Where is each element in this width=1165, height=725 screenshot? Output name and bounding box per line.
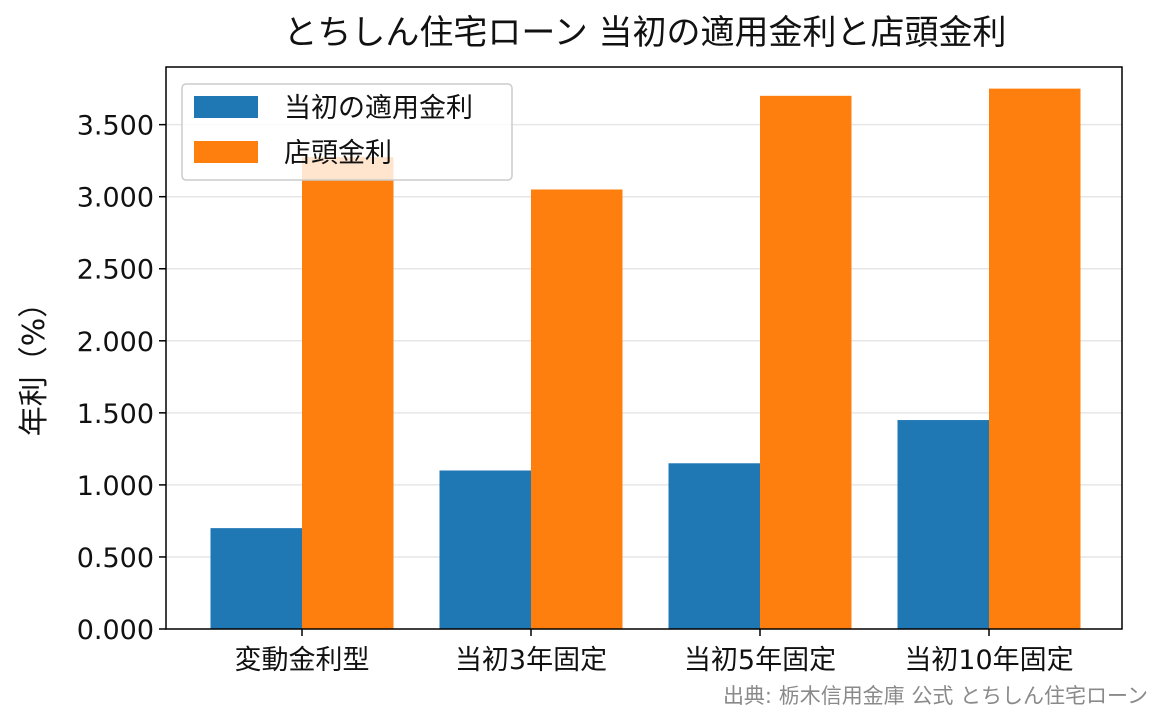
x-tick-label: 変動金利型 <box>235 645 370 676</box>
legend-swatch-initial-rate <box>194 96 258 118</box>
y-tick-label: 2.000 <box>77 327 154 358</box>
bar-standard-rate-0 <box>302 157 394 630</box>
legend-label-initial-rate: 当初の適用金利 <box>284 93 473 124</box>
bar-standard-rate-3 <box>989 88 1081 630</box>
bar-initial-rate-2 <box>668 463 760 629</box>
y-tick-label: 3.500 <box>77 111 154 142</box>
chart-title: とちしん住宅ローン 当初の適用金利と店頭金利 <box>283 13 1006 53</box>
plot-frame <box>165 66 1123 630</box>
x-tick-label: 当初5年固定 <box>684 645 836 676</box>
legend-swatch-standard-rate <box>194 141 258 163</box>
bars <box>210 88 1081 630</box>
y-axis-label: 年利（%） <box>17 288 52 437</box>
bar-standard-rate-2 <box>760 95 852 630</box>
legend: 当初の適用金利 店頭金利 <box>181 83 513 181</box>
bar-initial-rate-3 <box>897 420 989 629</box>
y-tick-label: 1.000 <box>77 471 154 502</box>
x-axis-ticks: 変動金利型 当初3年固定 当初5年固定 当初10年固定 <box>235 629 1074 676</box>
legend-label-standard-rate: 店頭金利 <box>284 138 392 169</box>
bar-standard-rate-1 <box>531 189 623 629</box>
y-axis-ticks: 0.000 0.500 1.000 1.500 2.000 2.500 3.000 3.500 <box>77 111 166 646</box>
x-tick-label: 当初3年固定 <box>455 645 607 676</box>
y-tick-label: 0.500 <box>77 543 154 574</box>
bar-initial-rate-0 <box>210 528 302 629</box>
y-tick-label: 0.000 <box>77 615 154 646</box>
legend-box <box>181 83 513 181</box>
x-tick-label: 当初10年固定 <box>904 645 1073 676</box>
y-tick-label: 1.500 <box>77 399 154 430</box>
y-tick-label: 2.500 <box>77 255 154 286</box>
source-note: 出典: 栃木信用金庫 公式 とちしん住宅ローン <box>723 684 1148 708</box>
y-tick-label: 3.000 <box>77 183 154 214</box>
bar-initial-rate-1 <box>439 470 531 629</box>
